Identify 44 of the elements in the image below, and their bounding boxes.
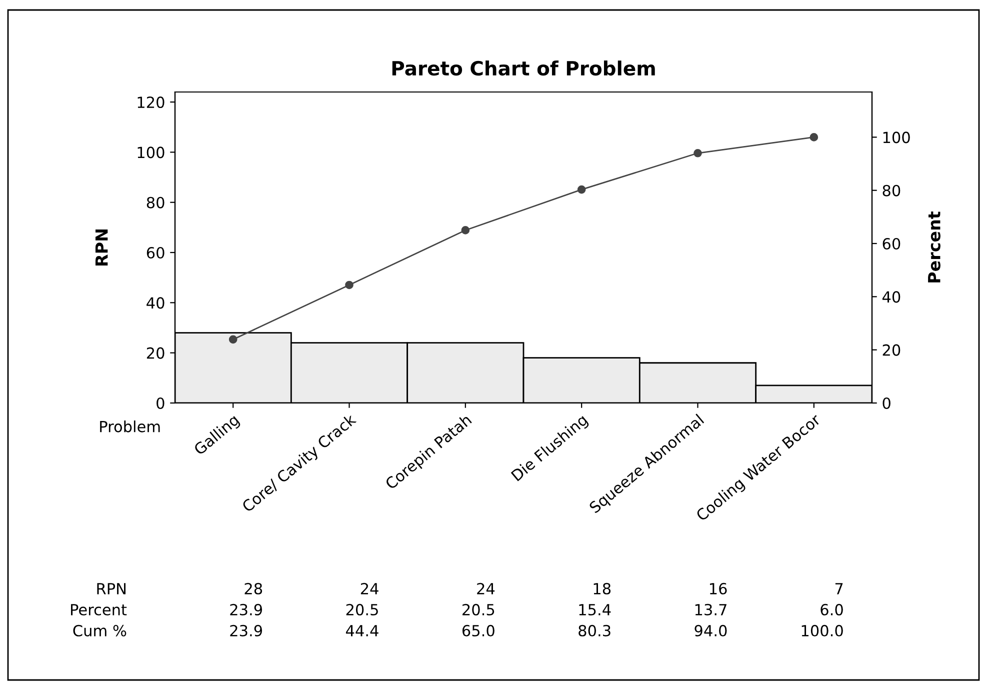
text: 6.0 — [820, 604, 843, 616]
point — [694, 148, 702, 158]
y2-tick-label: 100 — [883, 132, 910, 144]
text: 24 — [477, 582, 495, 594]
text: 15.4 — [579, 604, 611, 616]
y2-tick-label: 0 — [882, 397, 890, 410]
y-axis-title: RPN — [96, 230, 108, 266]
point — [461, 226, 470, 234]
text: 23.9 — [230, 604, 262, 616]
text: 16 — [710, 582, 727, 594]
y-tick-label: 80 — [146, 196, 164, 208]
text: 7 — [835, 583, 843, 594]
text: 28 — [244, 582, 262, 594]
y-tick-label: 60 — [146, 246, 164, 259]
text: Cum % — [73, 624, 126, 636]
point — [228, 335, 238, 344]
y2-axis-title: Percent — [928, 212, 940, 282]
x-axis-title: Problem — [100, 420, 160, 432]
point — [345, 280, 354, 290]
chart-title: Pareto Chart of Problem — [392, 60, 655, 76]
y-tick-label: 120 — [138, 96, 164, 108]
text: 20.5 — [346, 604, 378, 616]
text: 65.0 — [462, 624, 494, 636]
text: 18 — [594, 582, 611, 594]
y-tick-label: 40 — [146, 297, 164, 309]
text: RPN — [97, 583, 126, 594]
y2-tick-label: 80 — [882, 184, 900, 196]
text: 24 — [360, 582, 378, 594]
text: 80.3 — [578, 624, 610, 636]
text: 23.9 — [230, 624, 262, 636]
y-tick-label: 20 — [146, 347, 164, 359]
text: 13.7 — [695, 604, 726, 616]
y2-tick-label: 20 — [882, 344, 900, 356]
point — [577, 185, 586, 194]
y-tick-label: 100 — [138, 146, 164, 158]
text: 44.4 — [346, 625, 378, 636]
y2-tick-label: 60 — [882, 238, 900, 250]
text: 100.0 — [802, 624, 843, 636]
point — [810, 133, 818, 142]
y2-tick-label: 40 — [882, 291, 900, 303]
text: 20.5 — [462, 604, 494, 616]
text: 94.0 — [694, 624, 727, 636]
text: Percent — [71, 604, 127, 616]
y-tick-label: 0 — [156, 397, 164, 410]
